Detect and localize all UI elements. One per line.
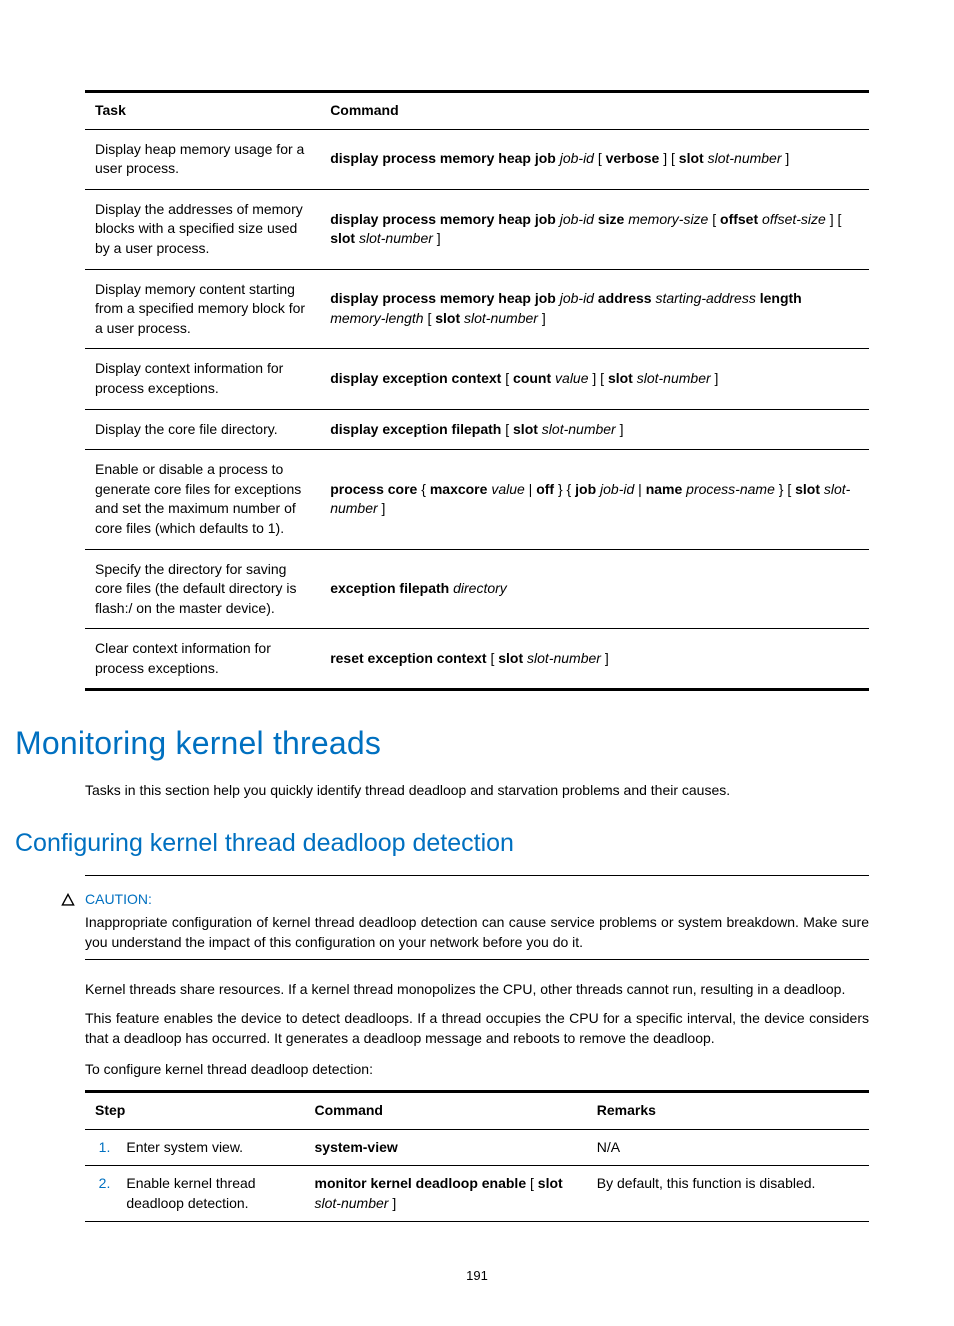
rule	[85, 875, 869, 876]
command-cell: display exception filepath [ slot slot-n…	[320, 409, 869, 450]
step-number: 1.	[85, 1129, 116, 1166]
table-row: Display heap memory usage for a user pro…	[85, 129, 869, 189]
command-cell: exception filepath directory	[320, 549, 869, 629]
body-paragraph: To configure kernel thread deadloop dete…	[85, 1060, 869, 1080]
task-cell: Enable or disable a process to generate …	[85, 450, 320, 549]
th-step: Step	[85, 1092, 305, 1130]
display-commands-table: Task Command Display heap memory usage f…	[85, 90, 869, 691]
caution-block: CAUTION: Inappropriate configuration of …	[85, 890, 869, 960]
task-cell: Display the core file directory.	[85, 409, 320, 450]
table-row: Enable or disable a process to generate …	[85, 450, 869, 549]
command-cell: display process memory heap job job-id […	[320, 129, 869, 189]
section-heading: Monitoring kernel threads	[15, 721, 869, 766]
table-row: Specify the directory for saving core fi…	[85, 549, 869, 629]
th-command: Command	[320, 92, 869, 130]
table-row: Clear context information for process ex…	[85, 629, 869, 690]
step-remarks: N/A	[587, 1129, 869, 1166]
task-cell: Display the addresses of memory blocks w…	[85, 189, 320, 269]
task-cell: Display heap memory usage for a user pro…	[85, 129, 320, 189]
step-command: system-view	[305, 1129, 587, 1166]
th-task: Task	[85, 92, 320, 130]
step-remarks: By default, this function is disabled.	[587, 1166, 869, 1222]
step-desc: Enter system view.	[116, 1129, 304, 1166]
step-number: 2.	[85, 1166, 116, 1222]
table-row: Display memory content starting from a s…	[85, 269, 869, 349]
step-desc: Enable kernel thread deadloop detection.	[116, 1166, 304, 1222]
caution-text: Inappropriate configuration of kernel th…	[85, 913, 869, 952]
task-cell: Specify the directory for saving core fi…	[85, 549, 320, 629]
command-cell: reset exception context [ slot slot-numb…	[320, 629, 869, 690]
table-row: Display the core file directory.display …	[85, 409, 869, 450]
subsection-heading: Configuring kernel thread deadloop detec…	[15, 826, 869, 861]
section-intro: Tasks in this section help you quickly i…	[85, 781, 869, 801]
task-cell: Display memory content starting from a s…	[85, 269, 320, 349]
table-row: 2.Enable kernel thread deadloop detectio…	[85, 1166, 869, 1222]
command-cell: process core { maxcore value | off } { j…	[320, 450, 869, 549]
table-row: Display context information for process …	[85, 349, 869, 409]
steps-table: Step Command Remarks 1.Enter system view…	[85, 1090, 869, 1222]
command-cell: display exception context [ count value …	[320, 349, 869, 409]
command-cell: display process memory heap job job-id a…	[320, 269, 869, 349]
page-number: 191	[85, 1267, 869, 1285]
triangle-icon	[61, 893, 75, 907]
task-cell: Display context information for process …	[85, 349, 320, 409]
step-command: monitor kernel deadloop enable [ slot sl…	[305, 1166, 587, 1222]
body-paragraph: This feature enables the device to detec…	[85, 1009, 869, 1048]
table-row: Display the addresses of memory blocks w…	[85, 189, 869, 269]
command-cell: display process memory heap job job-id s…	[320, 189, 869, 269]
document-page: Task Command Display heap memory usage f…	[0, 0, 954, 1326]
task-cell: Clear context information for process ex…	[85, 629, 320, 690]
table-row: 1.Enter system view.system-viewN/A	[85, 1129, 869, 1166]
th-command: Command	[305, 1092, 587, 1130]
body-paragraph: Kernel threads share resources. If a ker…	[85, 980, 869, 1000]
caution-label: CAUTION:	[85, 890, 152, 910]
rule	[85, 959, 869, 960]
th-remarks: Remarks	[587, 1092, 869, 1130]
